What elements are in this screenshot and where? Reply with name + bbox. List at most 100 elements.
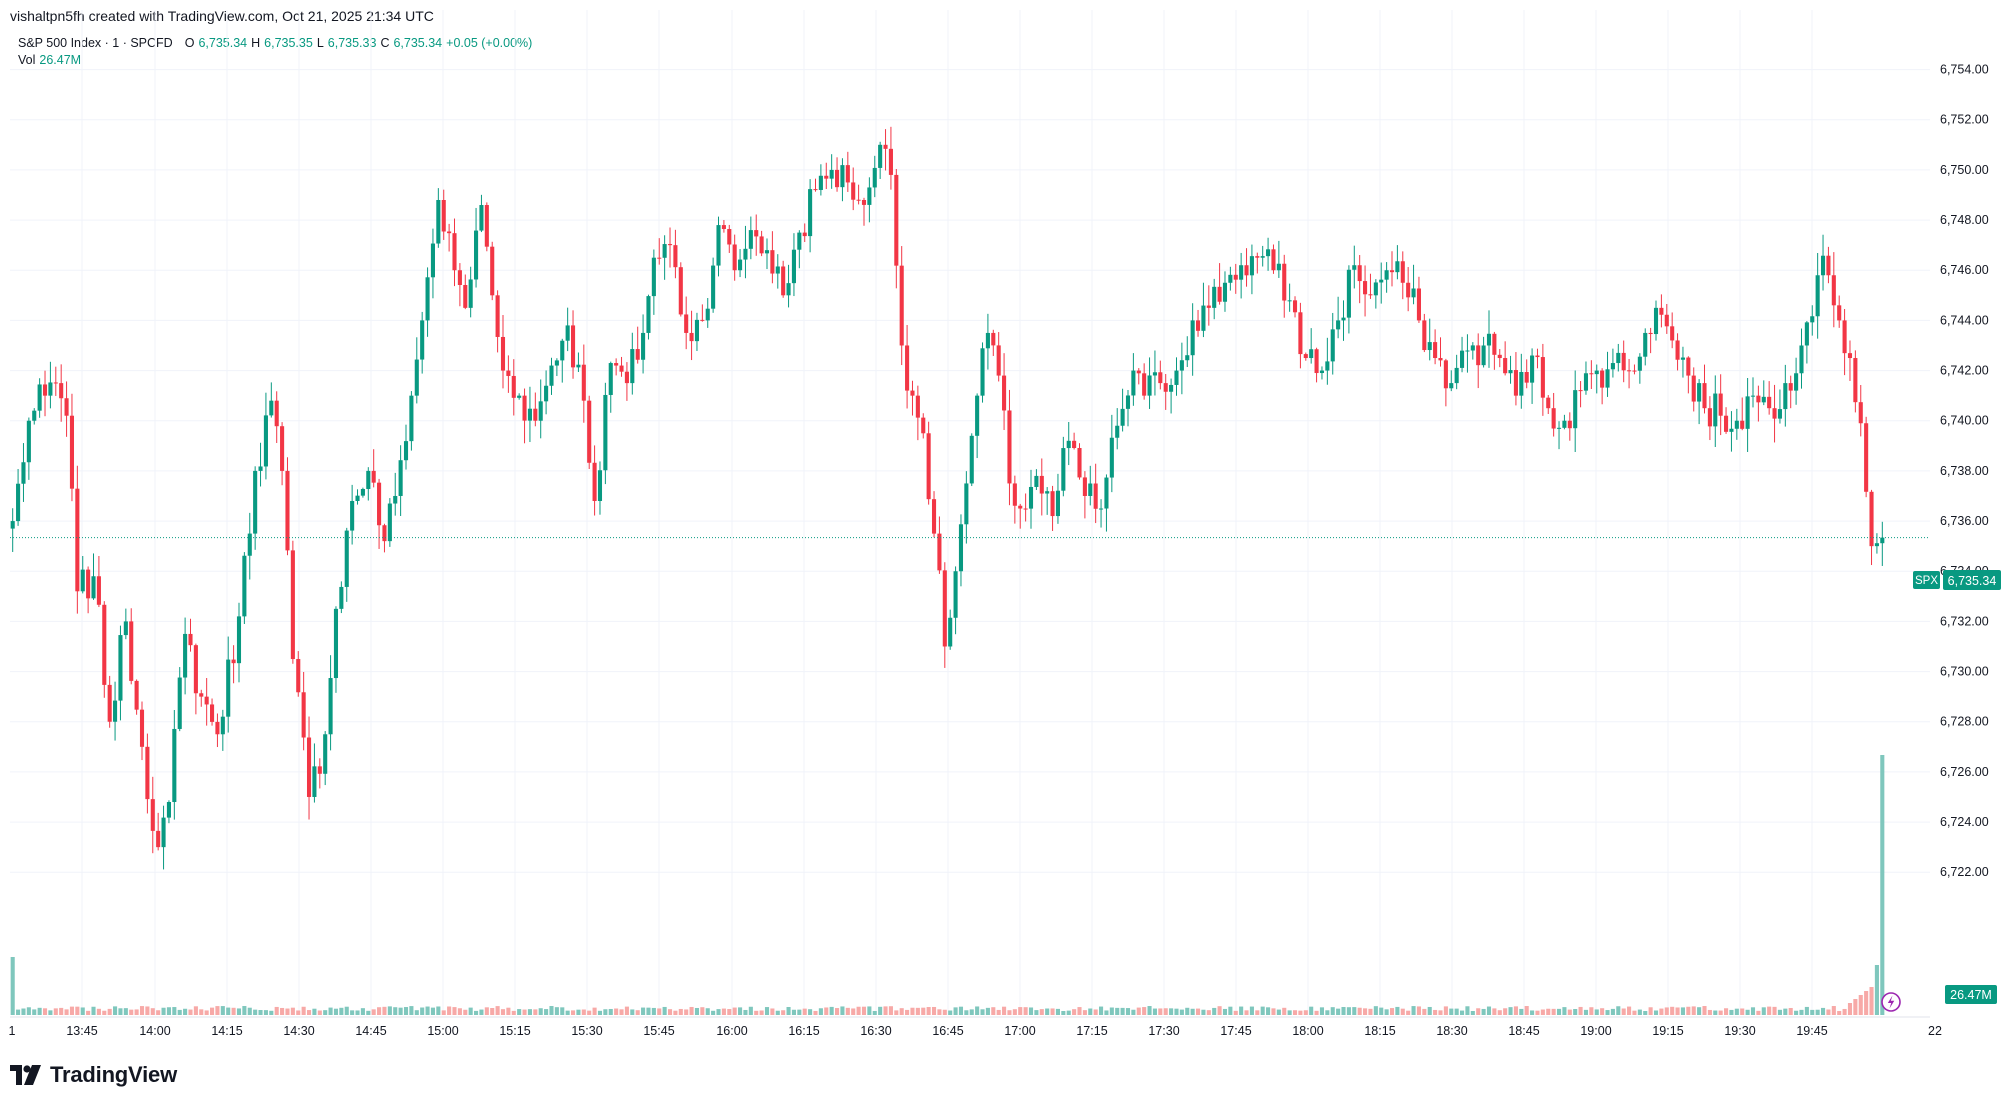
candle	[641, 314, 646, 374]
candle	[48, 361, 53, 409]
volume-bar	[921, 1007, 926, 1015]
candle	[1163, 374, 1168, 410]
price-tick-label: 6,722.00	[1940, 865, 1989, 879]
candle	[1012, 475, 1017, 524]
volume-bar	[306, 1010, 312, 1015]
candle	[517, 393, 522, 400]
volume-bar	[1018, 1007, 1023, 1015]
candle	[1125, 390, 1131, 427]
symbol-title[interactable]: S&P 500 Index · 1 · SPCFD	[18, 36, 173, 50]
candle	[96, 555, 101, 608]
volume-bar	[824, 1007, 829, 1015]
candle	[139, 701, 145, 761]
candle	[738, 249, 743, 278]
candle	[1303, 352, 1308, 361]
candle	[1142, 363, 1147, 400]
candle	[931, 491, 937, 538]
volume-bar	[662, 1006, 667, 1015]
candle	[1616, 343, 1621, 372]
created-by-text: vishaltpn5fh created with TradingView.co…	[10, 8, 434, 24]
candle	[204, 678, 209, 726]
volume-bar	[1082, 1010, 1087, 1015]
volume-bar	[1077, 1007, 1082, 1015]
volume-bar	[323, 1010, 328, 1015]
volume-bar	[1707, 1009, 1712, 1015]
volume-bar	[344, 1006, 349, 1015]
candle	[888, 126, 893, 190]
candle	[1120, 388, 1125, 432]
volume-bar	[641, 1007, 646, 1015]
candle	[948, 609, 953, 650]
volume-bar	[1546, 1008, 1551, 1015]
volume-bar	[118, 1008, 123, 1015]
volume-bar	[1556, 1008, 1562, 1015]
candle	[80, 555, 85, 594]
candle	[1702, 364, 1707, 414]
candle	[280, 422, 285, 486]
volume-bar	[673, 1010, 678, 1015]
candle	[1858, 384, 1863, 437]
candle	[328, 655, 333, 751]
price-axis[interactable]: 6,722.00 6,724.00 6,726.00 6,728.00 6,730.00…	[1940, 63, 1989, 880]
volume-bar	[247, 1007, 252, 1015]
candle	[436, 188, 441, 248]
volume-bar	[1416, 1006, 1421, 1015]
volume-bar	[285, 1008, 290, 1015]
candle	[258, 442, 263, 487]
candle	[646, 294, 651, 340]
candle	[1643, 328, 1648, 366]
volume-bar	[1104, 1010, 1109, 1015]
candle	[953, 566, 958, 635]
volume-bar	[738, 1007, 743, 1015]
volume-bar	[1745, 1009, 1750, 1015]
volume-bar	[867, 1006, 872, 1015]
candle	[1627, 358, 1632, 389]
volume-bar	[441, 1010, 446, 1015]
time-axis[interactable]: 1 13:45 14:00 14:15 14:30 14:45 15:00 15:15 15:3…	[9, 1024, 1942, 1038]
volume-bar	[1002, 1006, 1007, 1015]
price-tick-label: 6,732.00	[1940, 614, 1989, 628]
candle	[716, 216, 721, 277]
candle	[1260, 245, 1265, 267]
volume-bar	[387, 1006, 392, 1015]
volume-bar	[1039, 1009, 1044, 1015]
lightning-icon[interactable]	[1881, 992, 1901, 1012]
candle	[1767, 381, 1772, 415]
open-label: O	[184, 36, 195, 50]
candle	[1282, 254, 1287, 318]
volume-bar	[1476, 1008, 1481, 1015]
volume-bar	[1486, 1006, 1492, 1015]
volume-bar	[1109, 1007, 1114, 1015]
time-tick-label: 14:00	[139, 1024, 170, 1038]
candle	[1292, 296, 1298, 318]
time-tick-label: 13:45	[66, 1024, 97, 1038]
volume-bar	[1233, 1010, 1238, 1015]
volume-bar	[1147, 1006, 1152, 1015]
candle	[1718, 374, 1723, 436]
volume-bar	[1567, 1009, 1572, 1015]
volume-bar	[1217, 1006, 1222, 1015]
candle	[1045, 487, 1050, 515]
candle	[1363, 265, 1368, 317]
volume-bar	[1443, 1006, 1448, 1015]
tradingview-logo[interactable]: TradingView	[10, 1062, 177, 1088]
candle	[657, 238, 662, 265]
candle	[398, 445, 403, 517]
volume-row: Vol 26.47M	[18, 52, 532, 69]
candle	[1174, 357, 1179, 396]
volume-bar	[420, 1007, 425, 1015]
candle	[220, 709, 225, 751]
candle	[333, 606, 339, 693]
candle	[420, 311, 425, 374]
candle	[985, 313, 990, 370]
volume-label[interactable]: Vol	[18, 53, 36, 67]
candle	[1266, 237, 1271, 271]
candle	[1519, 353, 1524, 409]
candle	[1535, 348, 1540, 369]
candle	[1201, 282, 1206, 338]
volume-bar	[1460, 1010, 1465, 1015]
price-tick-label: 6,744.00	[1940, 313, 1989, 327]
candle	[1465, 334, 1470, 373]
volume-bar	[608, 1008, 613, 1015]
